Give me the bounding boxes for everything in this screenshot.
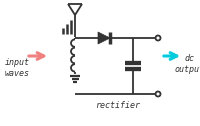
Polygon shape: [98, 32, 110, 44]
Text: input
waves: input waves: [4, 58, 30, 78]
Text: dc
output: dc output: [175, 54, 200, 74]
Circle shape: [156, 91, 160, 97]
Text: rectifier: rectifier: [96, 102, 140, 111]
Circle shape: [156, 36, 160, 40]
